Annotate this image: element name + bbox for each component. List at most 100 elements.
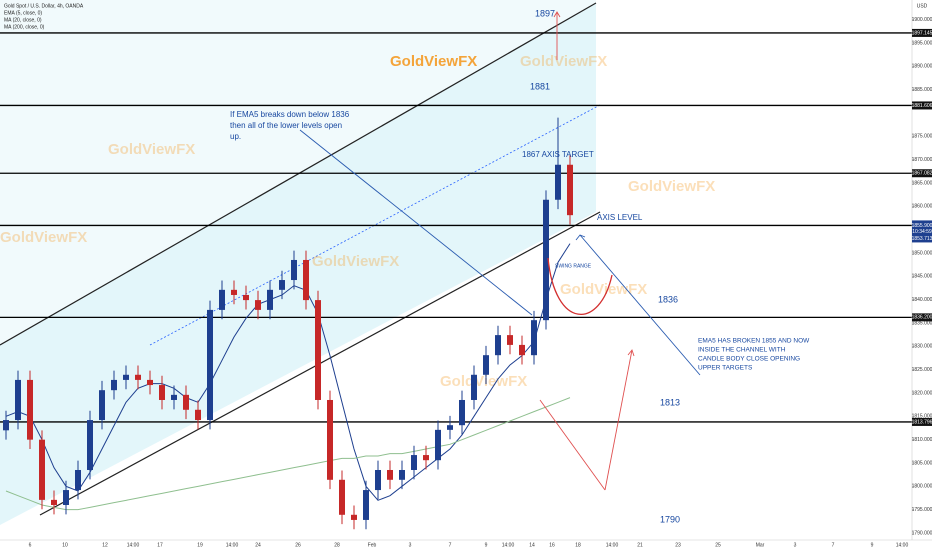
candle-body	[291, 259, 297, 281]
candle-body	[243, 294, 249, 301]
y-tick-label: 1835.000	[912, 320, 932, 326]
x-tick-label: 14:00	[502, 542, 515, 548]
y-tick-label: 1850.000	[912, 250, 932, 256]
candle-body	[435, 429, 441, 461]
candle-body	[15, 379, 21, 421]
x-tick-label: 21	[637, 542, 643, 548]
x-tick-label: 10	[62, 542, 68, 548]
candle-body	[411, 455, 417, 470]
arrow-head	[575, 234, 586, 241]
watermark: GoldViewFX	[312, 253, 399, 270]
level-box	[912, 417, 932, 426]
arrow-head	[627, 349, 635, 357]
x-tick-label: 14:00	[606, 542, 619, 548]
candle-body	[459, 399, 465, 426]
candle-body	[99, 390, 105, 421]
x-tick-label: 28	[334, 542, 340, 548]
y-tick-label: 1870.000	[912, 157, 932, 163]
y-tick-label: 1795.000	[912, 507, 932, 513]
channel-fill-top	[0, 0, 596, 345]
candle-body	[483, 355, 489, 375]
countdown: 10:34:59	[912, 229, 932, 235]
channel-fill	[0, 3, 596, 525]
y-tick-label: 1895.000	[912, 40, 932, 46]
candle-body	[423, 455, 429, 461]
y-tick-label: 1900.000	[912, 17, 932, 23]
x-tick-label: 25	[715, 542, 721, 548]
watermark: GoldViewFX	[520, 53, 607, 70]
arrow	[299, 129, 533, 316]
candle-body	[195, 409, 201, 421]
candle-body	[315, 300, 321, 400]
watermark: GoldViewFX	[108, 141, 195, 158]
x-tick-label: Mar	[756, 542, 765, 548]
note: EMA5 HAS BROKEN 1855 AND NOW	[698, 338, 810, 345]
watermark: GoldViewFX	[0, 229, 87, 246]
price-box	[912, 220, 932, 243]
candle-body	[183, 394, 189, 410]
watermark: GoldViewFX	[440, 373, 527, 390]
level-annotation: 1897	[535, 8, 555, 18]
x-tick-label: 7	[449, 542, 452, 548]
candle-body	[471, 374, 477, 400]
legend-item: MA (20, close, 0)	[4, 17, 42, 23]
x-tick-label: Feb	[368, 542, 377, 548]
level-annotation: 1790	[660, 514, 680, 524]
note: CANDLE BODY CLOSE OPENING	[698, 356, 800, 363]
candle-body	[327, 399, 333, 480]
arrow	[579, 234, 701, 376]
candle-body	[399, 469, 405, 480]
x-tick-label: 26	[295, 542, 301, 548]
candle-body	[207, 309, 213, 421]
candle-body	[555, 164, 561, 200]
x-tick-label: 9	[871, 542, 874, 548]
y-tick-label: 1875.000	[912, 134, 932, 140]
y-tick-label: 1890.000	[912, 64, 932, 70]
y-tick-label: 1860.000	[912, 204, 932, 210]
y-tick-label: 1815.000	[912, 414, 932, 420]
candle-body	[63, 490, 69, 505]
candle-body	[171, 394, 177, 400]
price-label: 1855.900	[912, 223, 932, 229]
x-tick-label: 3	[794, 542, 797, 548]
candle-body	[339, 479, 345, 515]
y-tick-label: 1830.000	[912, 344, 932, 350]
note: then all of the lower levels open	[230, 121, 342, 130]
candle-body	[375, 469, 381, 491]
candle-body	[567, 164, 573, 216]
candle-body	[159, 385, 165, 400]
candle-body	[75, 469, 81, 491]
ma-line	[5, 397, 571, 511]
price-axis	[912, 0, 932, 550]
level-box	[912, 313, 932, 322]
level-label: 1867.082	[912, 171, 932, 177]
candle-body	[543, 199, 549, 321]
candle-body	[135, 374, 141, 380]
axis-unit: USD	[917, 3, 928, 9]
y-tick-label: 1820.000	[912, 390, 932, 396]
x-tick-label: 19	[197, 542, 203, 548]
level-annotation: 1836	[658, 294, 678, 304]
y-tick-label: 1800.000	[912, 484, 932, 490]
candle-body	[39, 439, 45, 500]
level-label: 1897.145	[912, 30, 932, 36]
level-box	[912, 28, 932, 37]
swing-arc	[547, 257, 613, 315]
x-tick-label: 6	[29, 542, 32, 548]
watermark: GoldViewFX	[560, 281, 647, 298]
candle-body	[531, 320, 537, 356]
y-tick-label: 1825.000	[912, 367, 932, 373]
candle-body	[231, 289, 237, 295]
x-tick-label: 18	[575, 542, 581, 548]
candle-body	[219, 289, 225, 310]
candle-body	[519, 344, 525, 356]
x-tick-label: 12	[102, 542, 108, 548]
candle-body	[387, 469, 393, 480]
x-tick-label: 16	[549, 542, 555, 548]
level-annotation: 1867 AXIS TARGET	[522, 150, 594, 159]
note: If EMA5 breaks down below 1836	[230, 110, 350, 119]
candle-body	[255, 300, 261, 310]
x-tick-label: 14:00	[226, 542, 239, 548]
note: up.	[230, 132, 241, 141]
candle-body	[495, 335, 501, 356]
